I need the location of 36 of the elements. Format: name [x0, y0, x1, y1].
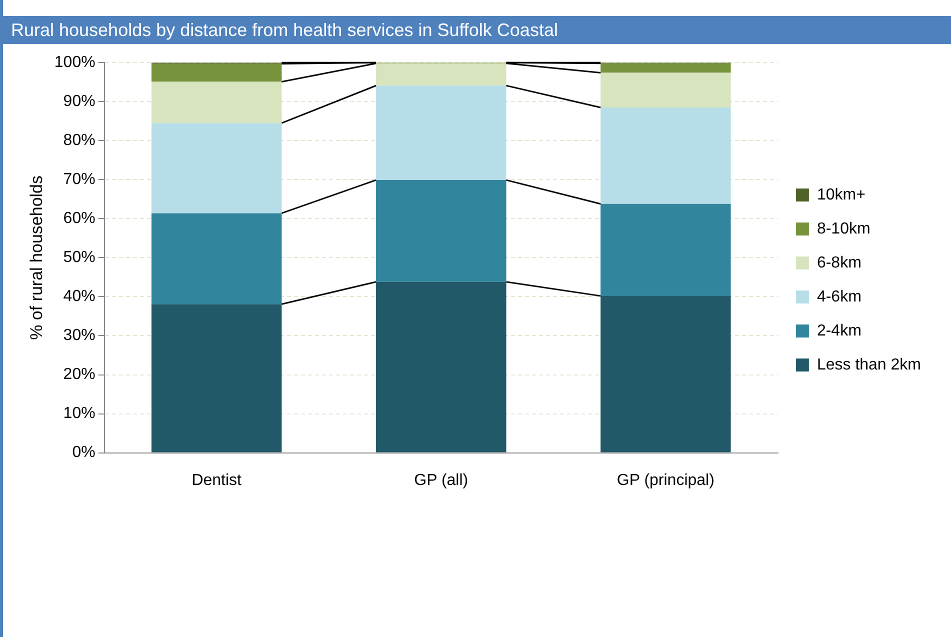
- y-tick-label: 0%: [72, 444, 96, 462]
- y-tick-label: 50%: [63, 249, 96, 266]
- bar: [376, 282, 506, 452]
- y-tick-label: 80%: [63, 132, 96, 150]
- chart-title: Rural households by distance from health services in Suffolk Coastal: [3, 16, 951, 44]
- x-tick-label: Dentist: [192, 472, 242, 489]
- y-tick-label: 90%: [63, 93, 96, 110]
- bar: [600, 63, 731, 73]
- x-tick-label: GP (principal): [616, 472, 714, 489]
- legend-label: 4-6km: [816, 288, 862, 306]
- bar: [600, 72, 731, 108]
- legend-label: 10km+: [816, 186, 866, 204]
- y-tick-label: 10%: [63, 405, 96, 422]
- bar: [600, 107, 731, 204]
- bar: [151, 82, 282, 124]
- bar: [376, 180, 506, 282]
- legend-label: 6-8km: [816, 254, 862, 272]
- y-tick-label: 60%: [63, 210, 96, 228]
- bar: [376, 63, 506, 86]
- y-axis-title: % of rural households: [26, 175, 46, 340]
- bar: [151, 304, 282, 452]
- bar: [151, 123, 282, 214]
- bar: [376, 86, 506, 180]
- bar: [600, 204, 731, 296]
- bar: [151, 64, 282, 82]
- y-tick-label: 100%: [54, 54, 96, 72]
- bar: [600, 296, 731, 452]
- legend-label: 8-10km: [816, 220, 870, 238]
- legend-label: 2-4km: [816, 322, 862, 340]
- x-tick-label: GP (all): [414, 472, 468, 489]
- y-tick-label: 40%: [63, 288, 96, 306]
- y-tick-label: 20%: [63, 366, 96, 384]
- y-tick-label: 70%: [63, 171, 96, 188]
- bar: [151, 213, 282, 304]
- y-tick-label: 30%: [63, 327, 96, 344]
- legend-label: Less than 2km: [816, 356, 922, 374]
